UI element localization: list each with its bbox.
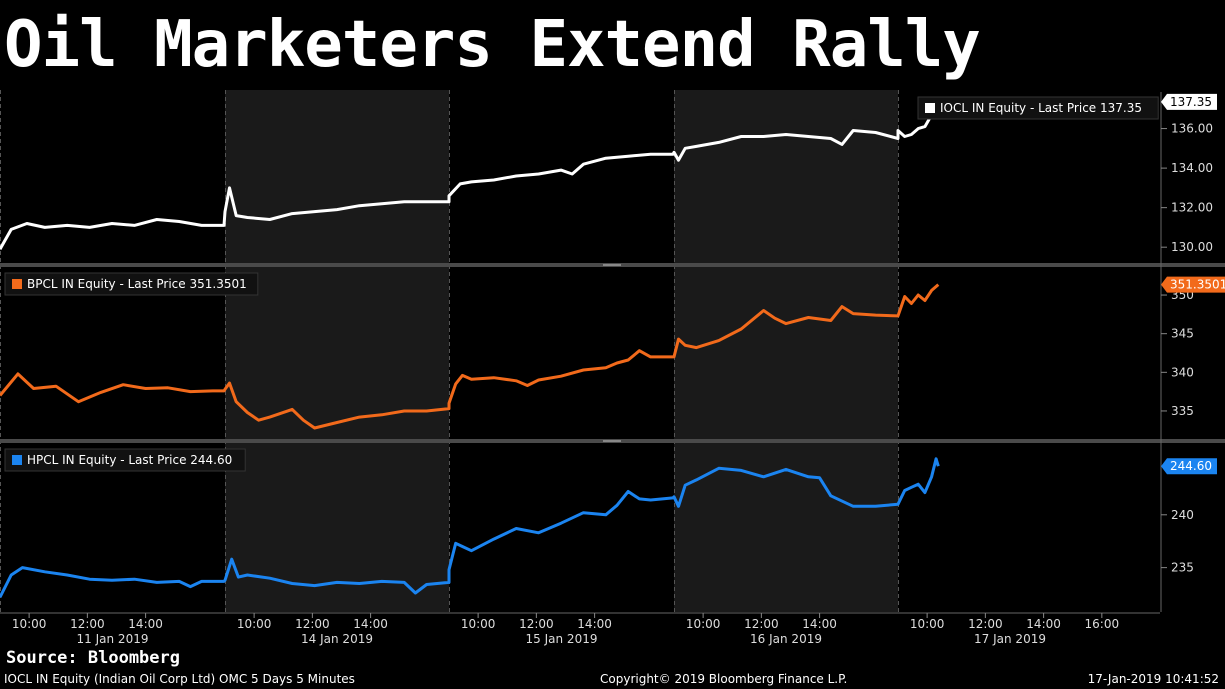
last-price-badge-bg <box>1161 458 1217 475</box>
y-tick-label: 132.00 <box>1171 201 1213 215</box>
y-tick-label: 134.00 <box>1171 161 1213 175</box>
x-tick-label: 12:00 <box>295 617 330 631</box>
x-tick-label: 10:00 <box>910 617 945 631</box>
legend-swatch <box>12 279 22 289</box>
footer-timestamp: 17-Jan-2019 10:41:52 <box>1087 672 1219 686</box>
legend-label: HPCL IN Equity - Last Price 244.60 <box>27 453 232 467</box>
x-tick-label: 14:00 <box>577 617 612 631</box>
footer-copyright: Copyright© 2019 Bloomberg Finance L.P. <box>600 672 848 686</box>
y-tick-label: 340 <box>1171 365 1194 379</box>
legend-box <box>4 448 246 472</box>
x-tick-label: 10:00 <box>237 617 272 631</box>
y-tick-label: 335 <box>1171 404 1194 418</box>
legend-swatch <box>925 103 935 113</box>
x-day-label: 15 Jan 2019 <box>526 632 598 646</box>
x-day-label: 11 Jan 2019 <box>77 632 149 646</box>
x-tick-label: 10:00 <box>686 617 721 631</box>
y-tick-label: 235 <box>1171 561 1194 575</box>
panel-resize-handle <box>603 264 621 266</box>
x-tick-label: 12:00 <box>519 617 554 631</box>
shaded-day-band <box>225 90 449 612</box>
page-title: Oil Marketers Extend Rally <box>4 8 981 82</box>
x-tick-label: 10:00 <box>12 617 47 631</box>
series-line-bpcl <box>0 283 940 430</box>
last-price-badge-bg <box>1161 93 1217 110</box>
last-price-value: 137.35 <box>1170 95 1212 109</box>
y-tick-label: 130.00 <box>1171 240 1213 254</box>
series-line-iocl <box>0 101 940 250</box>
x-day-label: 17 Jan 2019 <box>974 632 1046 646</box>
last-price-value: 244.60 <box>1170 459 1212 473</box>
x-tick-label: 10:00 <box>461 617 496 631</box>
last-price-badge: 351.3501 <box>1161 276 1225 293</box>
legend-iocl: IOCL IN Equity - Last Price 137.35 <box>917 96 1159 120</box>
last-price-badge-bg <box>1161 276 1225 293</box>
legend-box <box>917 96 1159 120</box>
legend-label: BPCL IN Equity - Last Price 351.3501 <box>27 277 247 291</box>
shaded-day-band <box>674 90 898 612</box>
x-day-label: 16 Jan 2019 <box>750 632 822 646</box>
y-tick-label: 345 <box>1171 327 1194 341</box>
series-line-hpcl <box>0 457 940 598</box>
y-tick-label: 136.00 <box>1171 122 1213 136</box>
legend-hpcl: HPCL IN Equity - Last Price 244.60 <box>4 448 246 472</box>
last-price-value: 351.3501 <box>1170 278 1225 292</box>
last-price-badge: 137.35 <box>1161 93 1217 110</box>
legend-box <box>4 272 259 296</box>
y-tick-label: 240 <box>1171 508 1194 522</box>
x-tick-label: 14:00 <box>353 617 388 631</box>
x-tick-label: 12:00 <box>968 617 1003 631</box>
legend-bpcl: BPCL IN Equity - Last Price 351.3501 <box>4 272 259 296</box>
x-tick-label: 14:00 <box>802 617 837 631</box>
x-day-label: 14 Jan 2019 <box>301 632 373 646</box>
x-tick-label: 12:00 <box>744 617 779 631</box>
panel-resize-handle <box>603 440 621 442</box>
last-price-badge: 244.60 <box>1161 458 1217 475</box>
x-tick-label: 14:00 <box>1026 617 1061 631</box>
footer-security-info: IOCL IN Equity (Indian Oil Corp Ltd) OMC… <box>4 672 355 686</box>
x-tick-label: 12:00 <box>70 617 105 631</box>
x-tick-label: 14:00 <box>128 617 163 631</box>
legend-swatch <box>12 455 22 465</box>
x-tick-label: 16:00 <box>1085 617 1120 631</box>
source-label: Source: Bloomberg <box>6 648 180 668</box>
legend-label: IOCL IN Equity - Last Price 137.35 <box>940 101 1142 115</box>
